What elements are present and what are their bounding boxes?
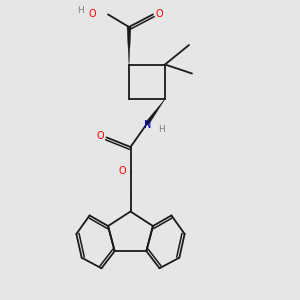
Polygon shape — [127, 27, 131, 64]
Text: N: N — [144, 120, 151, 130]
Text: O: O — [97, 130, 104, 141]
Text: O: O — [118, 166, 126, 176]
Text: H: H — [77, 6, 84, 15]
Text: H: H — [159, 125, 165, 134]
Polygon shape — [146, 99, 165, 125]
Text: O: O — [88, 8, 96, 19]
Text: O: O — [156, 8, 164, 19]
